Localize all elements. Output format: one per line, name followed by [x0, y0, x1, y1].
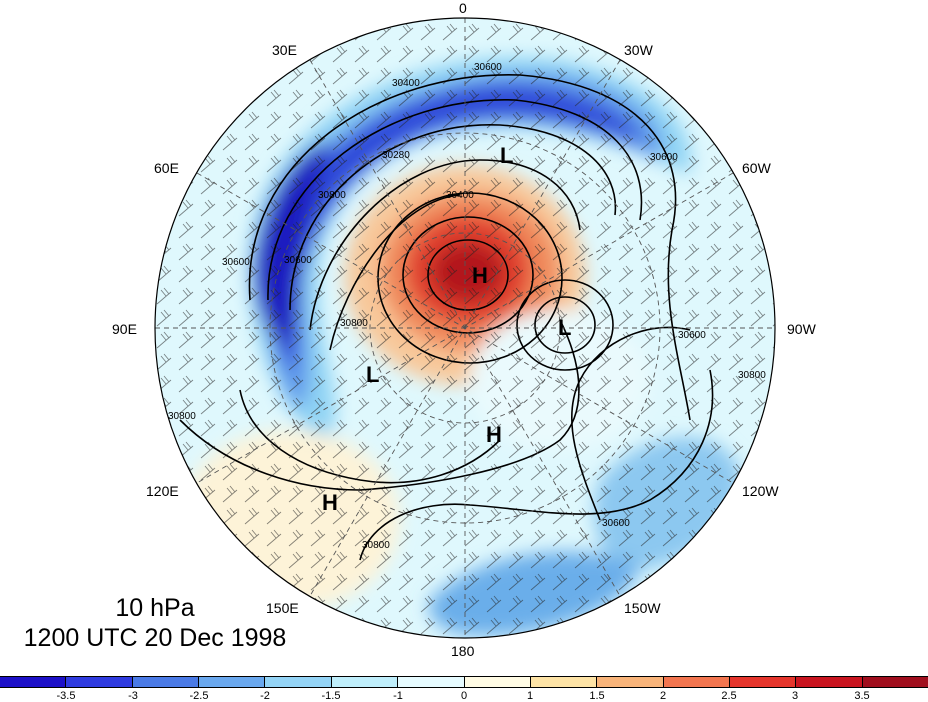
- colorbar-tick-label: 3: [791, 690, 799, 702]
- pressure-level-label: 10 hPa: [115, 594, 195, 622]
- longitude-label-30e: 30E: [272, 42, 297, 58]
- contour-label: 30600: [650, 152, 678, 163]
- longitude-label-150w: 150W: [624, 600, 661, 616]
- longitude-label-120w: 120W: [742, 483, 779, 499]
- colorbar-swatch: [132, 677, 200, 687]
- contour-label: 30400: [446, 190, 474, 201]
- colorbar-swatch: [597, 677, 664, 687]
- colorbar-tick-label: -1.5: [321, 690, 341, 702]
- longitude-label-90w: 90W: [787, 321, 816, 337]
- high-center-asia: H: [322, 490, 338, 515]
- longitude-label-120e: 120E: [146, 483, 179, 499]
- colorbar-tick-label: 2.5: [721, 690, 737, 702]
- contour-label: 30600: [678, 330, 706, 341]
- graticule: [155, 18, 775, 638]
- colorbar-tick-label: -3.5: [56, 690, 76, 702]
- colorbar-swatch: [199, 677, 266, 687]
- colorbar-tick-label: 1.5: [589, 690, 605, 702]
- colorbar-swatch: [530, 677, 598, 687]
- high-center-pole: H: [472, 263, 488, 288]
- contour-label: 30800: [340, 318, 368, 329]
- longitude-label-30w: 30W: [624, 42, 653, 58]
- contour-label: 30400: [392, 78, 420, 89]
- longitude-label-0: 0: [459, 0, 467, 16]
- colorbar-swatch: [729, 677, 797, 687]
- anomaly-shading: [155, 18, 775, 638]
- colorbar-tick-label: -1: [393, 690, 403, 702]
- colorbar-tick-label: 0: [460, 690, 468, 702]
- colorbar: [0, 676, 928, 688]
- contour-labels: 30600 30400 30280 30600 30800 30400 3060…: [168, 62, 766, 551]
- longitude-label-60e: 60E: [154, 160, 179, 176]
- map-boundary: [154, 17, 776, 639]
- contour-label: 30600: [602, 518, 630, 529]
- contour-label: 30800: [318, 190, 346, 201]
- colorbar-swatch: [796, 677, 863, 687]
- colorbar-swatch: [265, 677, 332, 687]
- contour-label: 30600: [222, 257, 250, 268]
- colorbar-tick-label: -2.5: [189, 690, 209, 702]
- colorbar-tick-label: 3.5: [854, 690, 870, 702]
- colorbar-swatch: [464, 677, 531, 687]
- colorbar-swatch: [331, 677, 399, 687]
- valid-time-label: 1200 UTC 20 Dec 1998: [23, 624, 287, 652]
- longitude-label-60w: 60W: [742, 160, 771, 176]
- low-center-siberia: L: [366, 362, 379, 387]
- contour-label: 30800: [738, 370, 766, 381]
- colorbar-tick-label: 1: [526, 690, 534, 702]
- low-center-atlantic: L: [500, 143, 513, 168]
- colorbar-swatch: [663, 677, 730, 687]
- longitude-label-150e: 150E: [266, 600, 299, 616]
- colorbar-swatch: [862, 677, 928, 687]
- high-center-pacific: H: [486, 422, 502, 447]
- contour-label: 30600: [474, 62, 502, 73]
- longitude-label-180: 180: [451, 643, 475, 659]
- colorbar-swatch: [398, 677, 465, 687]
- contour-label: 30280: [382, 150, 410, 161]
- colorbar-tick-label: 2: [659, 690, 667, 702]
- polar-stereographic-map: H H H L L L 30600 30400 30280 30600 3080…: [154, 17, 776, 639]
- colorbar-swatch: [66, 677, 133, 687]
- colorbar-tick-label: -3: [128, 690, 138, 702]
- low-center-canada: L: [558, 315, 571, 340]
- contour-label: 30600: [284, 255, 312, 266]
- colorbar-swatch: [0, 677, 67, 687]
- longitude-label-90e: 90E: [112, 321, 137, 337]
- colorbar-tick-label: -2: [260, 690, 270, 702]
- contour-label: 30800: [362, 540, 390, 551]
- pressure-centers: H H H L L L: [322, 143, 571, 515]
- contour-label: 30800: [168, 411, 196, 422]
